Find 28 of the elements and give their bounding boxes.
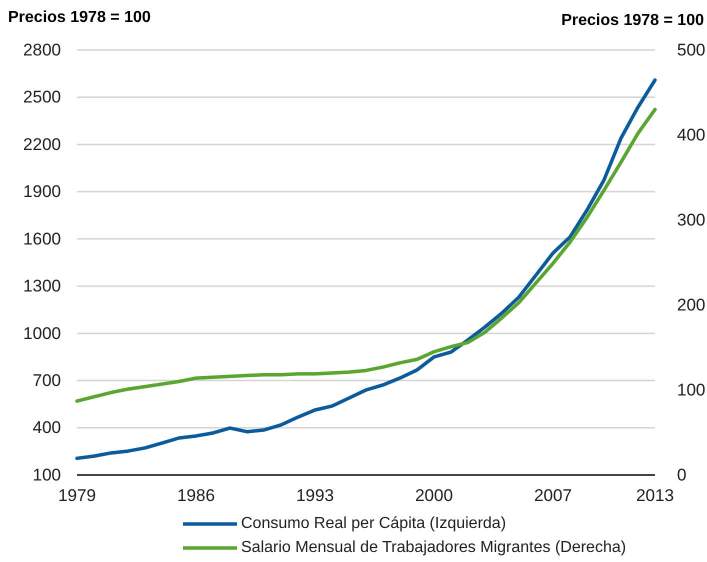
y-tick-label: 1000 xyxy=(23,324,61,343)
y2-tick-label: 100 xyxy=(677,380,706,400)
y-tick-label: 700 xyxy=(32,370,61,390)
line-series xyxy=(75,78,657,460)
y-tick-label: 100 xyxy=(32,465,61,484)
x-tick-label: 2013 xyxy=(636,486,674,506)
x-tick-label: 1993 xyxy=(296,486,334,506)
y2-tick-label: 0 xyxy=(677,465,686,484)
x-tick-label: 2000 xyxy=(415,486,453,506)
x-tick-label: 2007 xyxy=(534,486,572,506)
y2-tick-label: 200 xyxy=(677,295,706,314)
y-axis-title: Precios 1978 = 100 xyxy=(8,9,151,26)
y-tick-label: 1900 xyxy=(23,182,61,202)
y-tick-label: 400 xyxy=(32,418,61,438)
y2-tick-label: 500 xyxy=(677,40,706,60)
y-tick-label: 2800 xyxy=(23,40,61,60)
line-series xyxy=(75,108,657,403)
y-tick-label: 1600 xyxy=(23,229,61,248)
y2-tick-label: 300 xyxy=(677,210,706,230)
legend-label: Consumo Real per Cápita (Izquierda) xyxy=(241,515,506,532)
y-tick-label: 1300 xyxy=(23,276,61,296)
x-tick-label: 1986 xyxy=(177,486,215,506)
x-tick-label: 1979 xyxy=(58,486,96,506)
legend-label: Salario Mensual de Trabajadores Migrantes (Derecha) xyxy=(241,539,626,556)
y-tick-label: 2200 xyxy=(23,134,61,154)
y2-axis-title: Precios 1978 = 100 xyxy=(561,12,704,29)
y-tick-label: 2500 xyxy=(23,88,61,107)
y2-tick-label: 400 xyxy=(677,125,706,144)
